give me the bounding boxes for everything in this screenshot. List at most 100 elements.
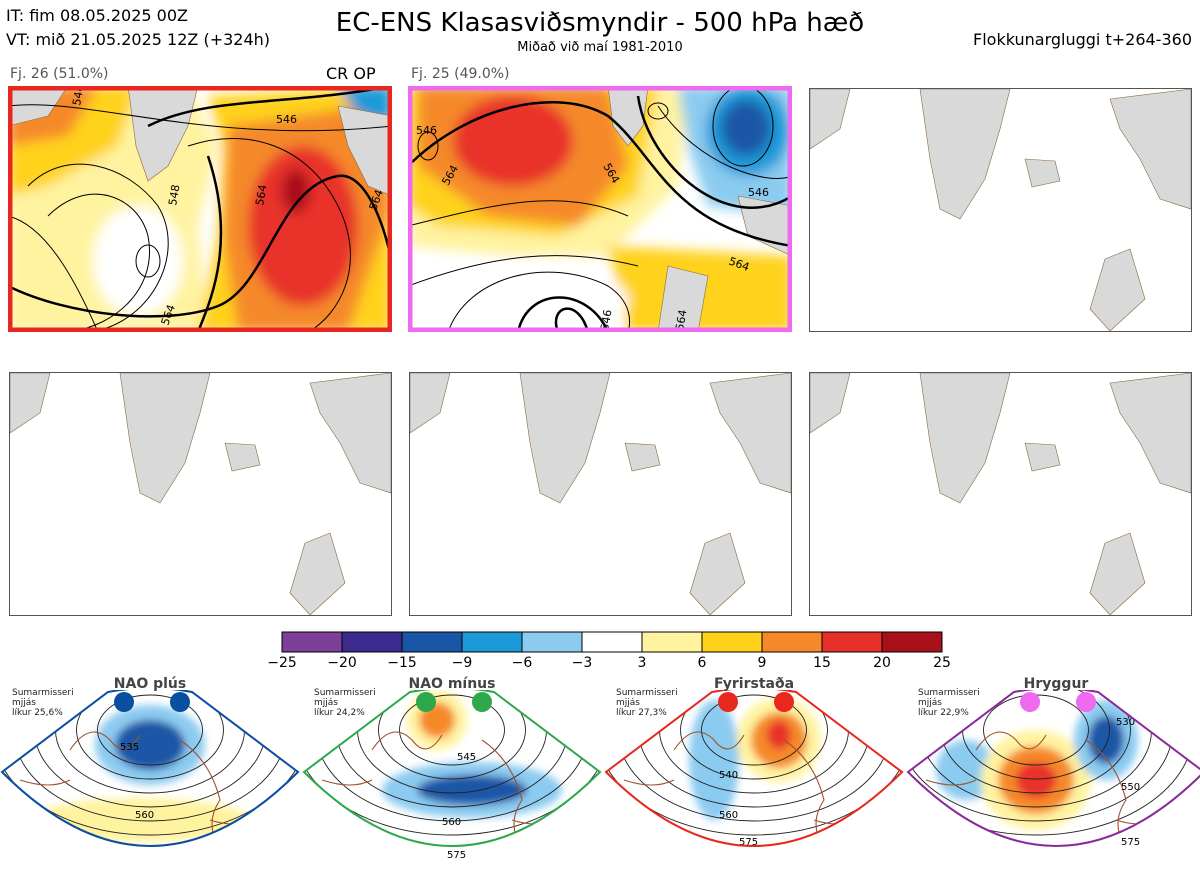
colorbar-tick-label: 9 [757,655,767,671]
colorbar-box [821,631,883,653]
contour-label: 546 [276,113,297,126]
cluster-2-border [408,86,792,332]
contour-label: 546 [416,124,437,137]
regime-contour-label: 545 [457,752,476,763]
colorbar-box [341,631,403,653]
contour-label: 564 [673,309,689,332]
contour-line [606,690,902,836]
contour-line [680,690,828,780]
regime-contour-label: 575 [739,837,758,848]
cluster-1-map[interactable]: 546 548 564 564 564 546 [8,86,392,332]
colorbar-box [881,631,943,653]
thick-contours-1 [8,86,392,332]
contour-line [2,690,298,836]
regime-contour-label: 540 [719,770,738,781]
regime-meta-line: líkur 27,3% [616,708,667,718]
colorbar-tick-label: 15 [813,655,831,671]
colorbar-tick-label: −25 [267,655,297,671]
regime-dot [114,692,134,712]
regime-contour-label: 560 [135,810,154,821]
regime-name: Fyrirstaða [713,676,795,692]
land-shape [919,373,1011,504]
cluster-1-tags: CR OP [326,64,376,83]
regime-dot [472,692,492,712]
empty-map-4 [9,372,392,616]
land-2 [607,86,792,332]
regime-meta-line: Sumarmisseri [12,688,74,698]
land-shape [309,373,391,494]
regime-contour-label: 560 [442,817,461,828]
regime-name: NAO plús [113,676,187,692]
regime-dot [170,692,190,712]
colorbar-tick-label: −20 [327,655,357,671]
contour-line [304,690,600,836]
colorbar-box [641,631,703,653]
anomaly-blob [767,721,791,749]
colorbar-box [521,631,583,653]
regime-meta-line: líkur 24,2% [314,708,365,718]
colorbar-box [581,631,643,653]
anomaly-blob [417,775,527,805]
contour-line [76,690,224,780]
empty-map-3 [809,88,1192,332]
land-shape [289,532,346,615]
land-shape [410,373,451,434]
thick-contours-2 [408,95,792,332]
land-shape [810,373,851,434]
page-title: EC-ENS Klasasviðsmyndir - 500 hPa hæð [335,8,865,38]
header-times: IT: fim 08.05.2025 00Z VT: mið 21.05.202… [6,4,270,52]
regime-meta-line: mjjás [918,698,942,708]
regime-map: 530 550 575 [906,690,1200,866]
contour-label: 548 [166,184,182,207]
regime-meta: Sumarmisseri mjjás líkur 22,9% [918,688,980,718]
coastline [19,731,271,846]
contour-label: 546 [70,86,86,107]
regime-contour-label: 575 [447,850,466,861]
regime-map: 535 560 [0,690,300,847]
regime-map: 545 560 575 [302,690,602,861]
page-subtitle: Miðað við maí 1981-2010 [517,40,683,55]
regime-border [906,690,1200,847]
regime-contour-label: 535 [120,742,139,753]
regime-contour-label: 530 [1116,717,1135,728]
classification-window: Flokkunargluggi t+264-360 [973,30,1192,49]
regime-meta-line: líkur 22,9% [918,708,969,718]
contours-2 [408,86,792,332]
regime-dot [718,692,738,712]
colorbar-box [761,631,823,653]
regime-dot [416,692,436,712]
regime-name: NAO mínus [408,676,496,692]
contour-label: 564 [253,184,269,207]
regime-dot [1020,692,1040,712]
land-shape [1024,442,1061,472]
colorbar-box [701,631,763,653]
land-shape [689,532,746,615]
colorbar-tick-label: −3 [571,655,593,671]
coastline [321,731,573,846]
colorbar-tick-label: 6 [697,655,707,671]
land-shape [119,373,211,504]
land-shape [1109,89,1191,210]
land-shape [519,373,611,504]
land-shape [1089,248,1146,331]
land-1 [8,86,392,197]
regime-contour-label: 550 [1121,782,1140,793]
anomaly-blob [1088,716,1124,764]
regime-border [0,690,300,847]
cluster-2-map[interactable]: 564 546 564 546 564 546 564 [408,86,792,332]
colorbar-tick-label: 20 [873,655,891,671]
colorbar-box [461,631,523,653]
contour-line [399,694,505,766]
land-shape [919,89,1011,220]
empty-map-5 [409,372,792,616]
land-shape [1109,373,1191,494]
cluster-2-label: Fj. 25 (49.0%) [411,66,510,82]
cluster-1-border [8,86,392,332]
contour-line [97,694,203,766]
init-time: IT: fim 08.05.2025 00Z [6,6,188,25]
colorbar-box [401,631,463,653]
regime-map: 540 560 575 [604,690,904,848]
anomaly-blob [1027,854,1055,866]
regime-contour-label: 560 [719,810,738,821]
contour-label: 546 [748,186,769,199]
